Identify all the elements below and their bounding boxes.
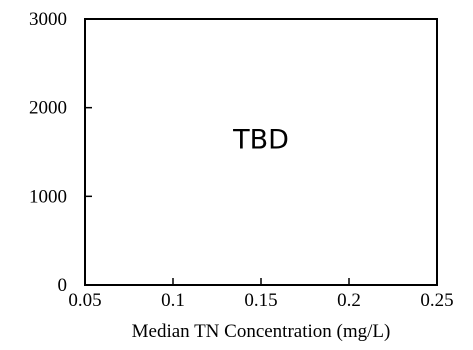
x-axis-title: Median TN Concentration (mg/L) — [132, 321, 391, 342]
x-tick-label: 0.1 — [161, 290, 185, 311]
y-tick-label: 2000 — [29, 98, 67, 119]
x-tick-label: 0.25 — [420, 290, 453, 311]
y-tick-label: 0 — [58, 275, 68, 296]
x-axis-ticks: 0.05 0.1 0.15 0.2 0.25 — [68, 278, 454, 311]
x-tick-label: 0.2 — [337, 290, 361, 311]
x-tick-label: 0.15 — [244, 290, 277, 311]
y-tick-label: 1000 — [29, 186, 67, 207]
annotations: TBD — [232, 125, 289, 156]
y-axis-ticks: 0 1000 2000 3000 — [29, 9, 92, 296]
y-tick-label: 3000 — [29, 9, 67, 30]
annotation-label: TBD — [232, 125, 289, 156]
x-tick-label: 0.05 — [68, 290, 101, 311]
